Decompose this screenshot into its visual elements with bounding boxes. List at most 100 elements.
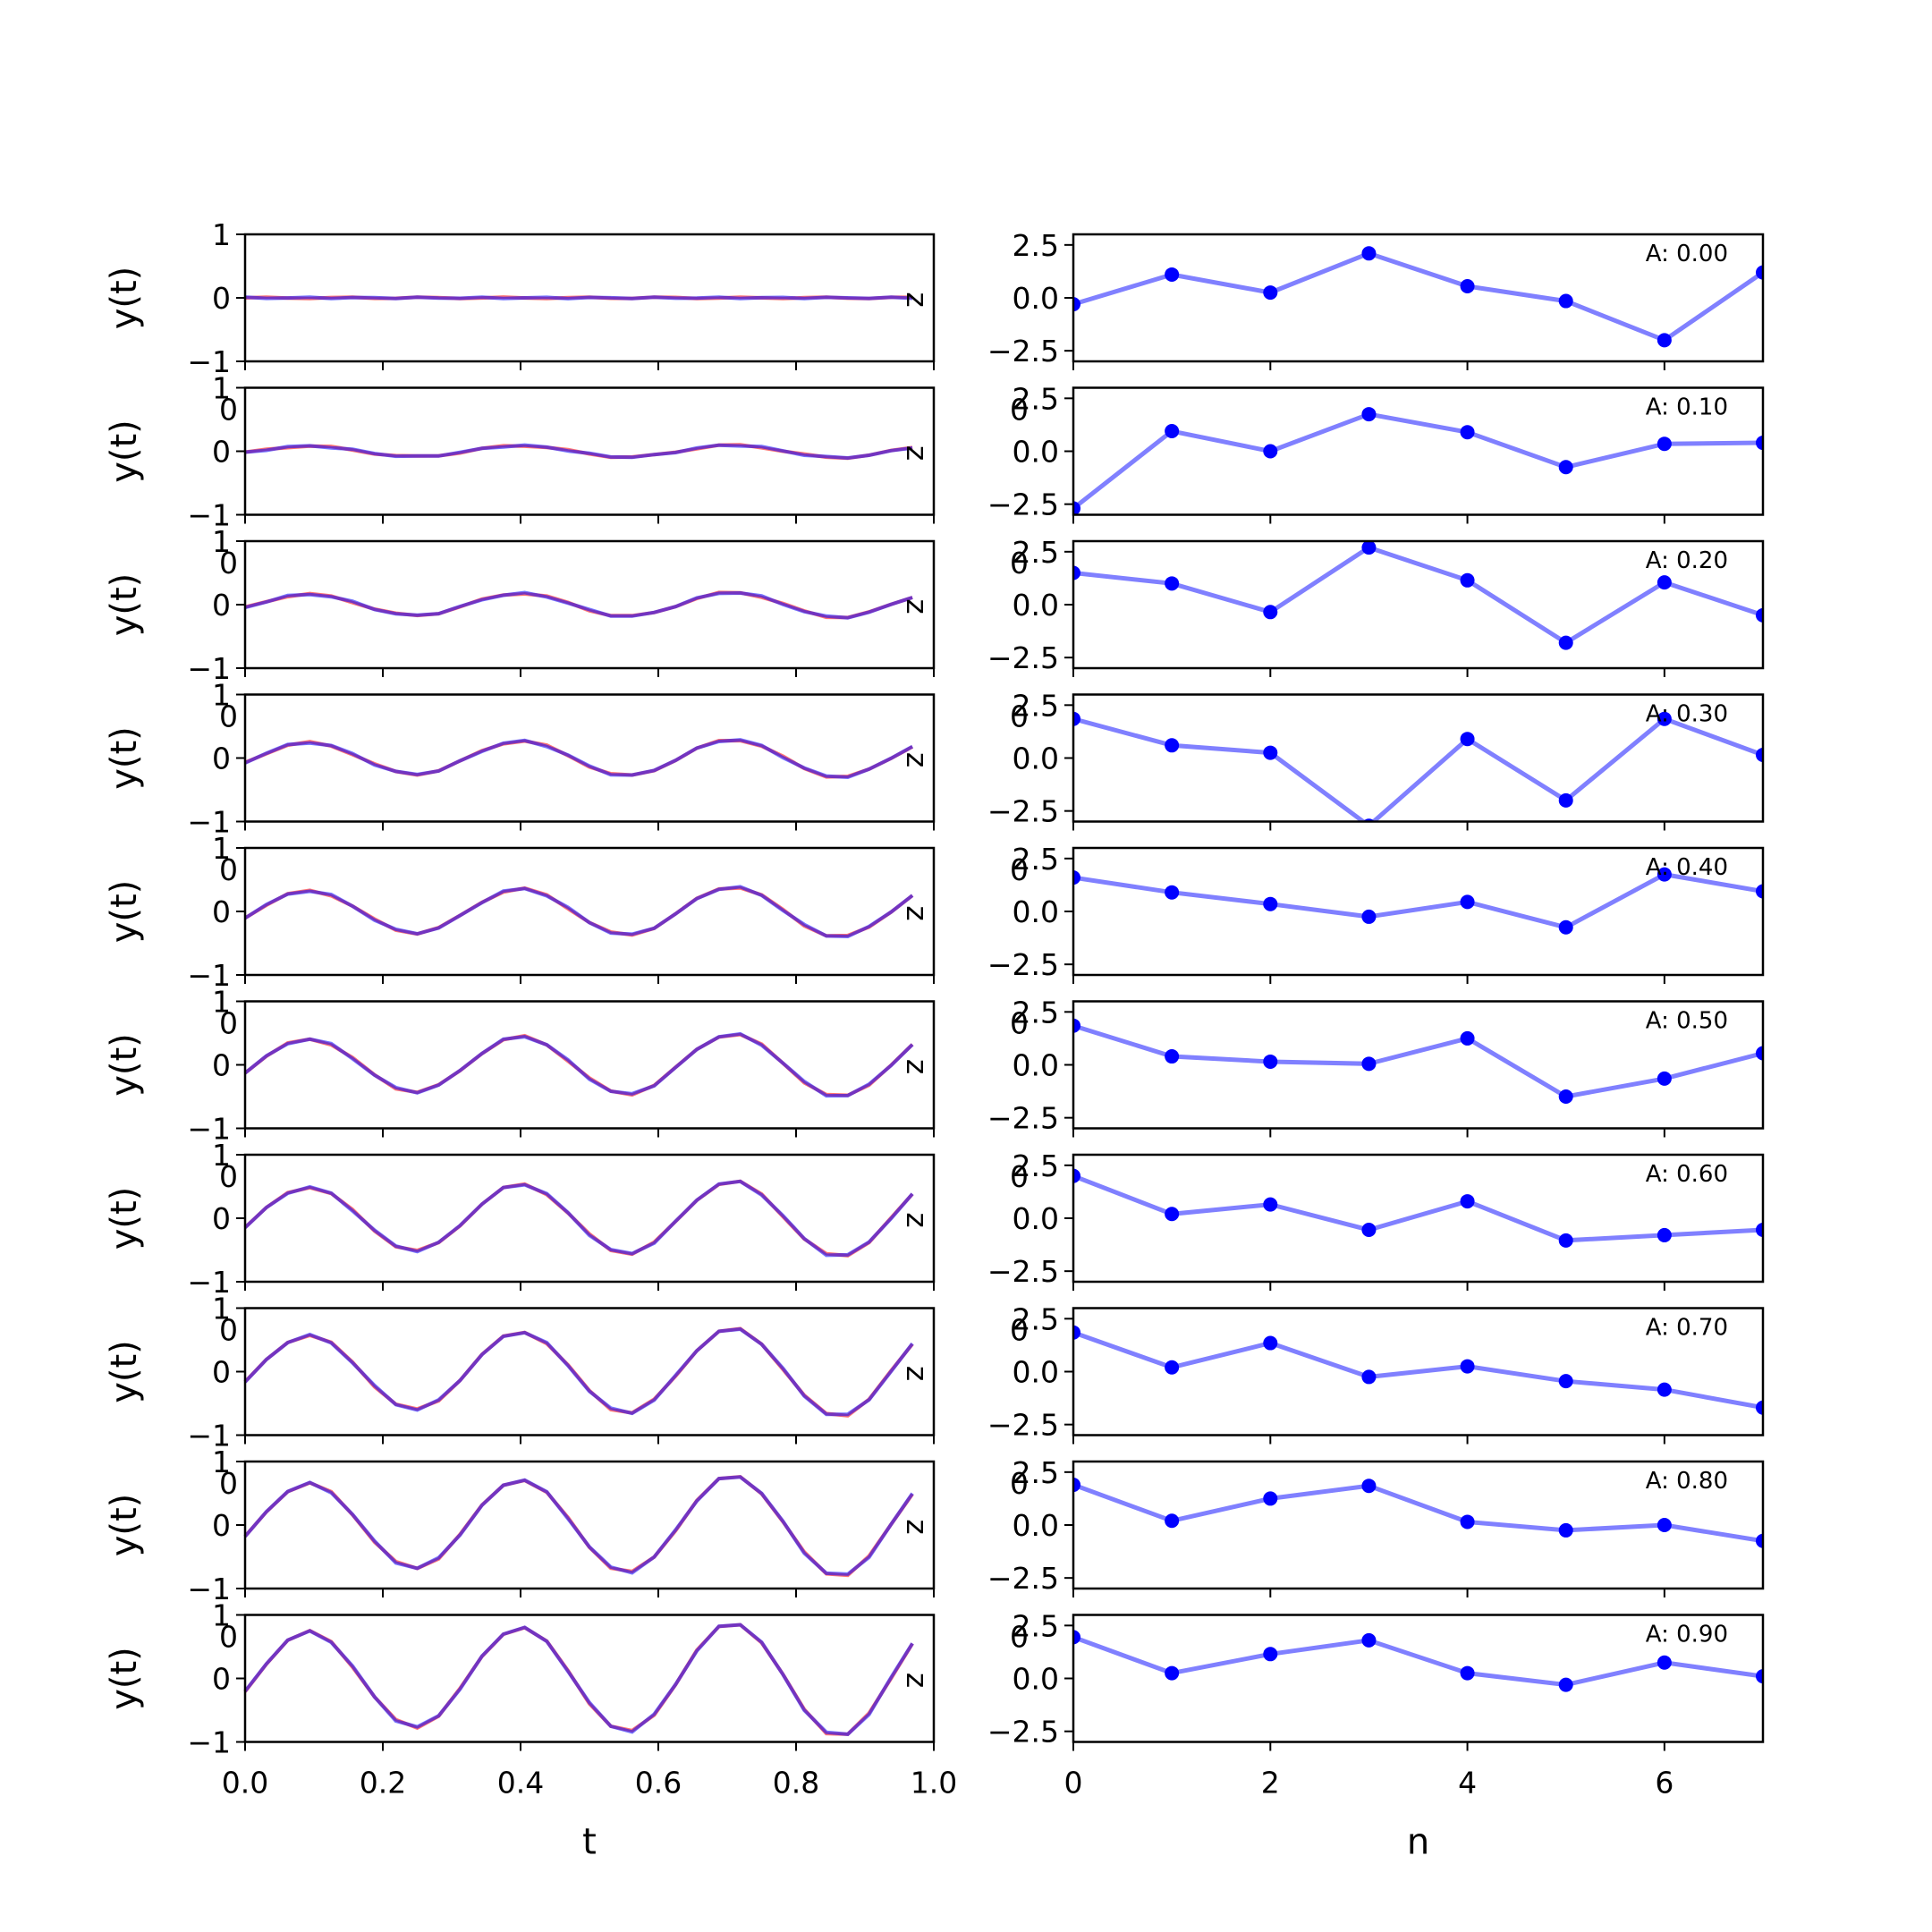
y-axis-title: y(t) (104, 573, 145, 637)
stem-point (1165, 1360, 1180, 1375)
glitch-z-label: z (900, 1519, 935, 1534)
x-tick-label: 0.2 (360, 1766, 406, 1801)
stem-point (1657, 1071, 1672, 1086)
stem-point (1558, 1089, 1573, 1104)
x-tick-label: 4 (1458, 1766, 1477, 1801)
stem-point (1657, 436, 1672, 452)
stem-point (1558, 1522, 1573, 1538)
y-tick-label: 1 (212, 524, 231, 559)
stem-point (1756, 1400, 1763, 1415)
stem-point (1073, 1630, 1080, 1645)
y-axis-title: y(t) (104, 1340, 145, 1403)
y-axis-title: y(t) (104, 267, 145, 330)
stem-point (1361, 1223, 1377, 1238)
stray-tick-mid: 0 (1010, 699, 1029, 734)
glitch-z-label: z (900, 752, 935, 767)
y-tick-label: 1 (212, 831, 231, 866)
y-tick-label: 0.0 (1013, 435, 1059, 470)
stem-point (1361, 1632, 1377, 1648)
stray-tick-mid: 0 (1010, 1006, 1029, 1041)
stem-group (1073, 1168, 1763, 1248)
x-tick-label: 0.8 (773, 1766, 819, 1801)
stem-point (1361, 1479, 1377, 1494)
y-tick-label: 0.0 (1013, 741, 1059, 776)
stem-point (1263, 896, 1278, 911)
stray-tick-left: 0 (219, 1159, 238, 1194)
series-blue-line (243, 1031, 914, 1098)
stray-tick-left: 0 (219, 699, 238, 734)
stem-point (1657, 1227, 1672, 1242)
x-tick-label: 0 (1064, 1766, 1083, 1801)
y-tick-label: 0 (212, 588, 231, 623)
y-tick-label: −2.5 (987, 947, 1059, 982)
x-tick-label: 0.4 (497, 1766, 544, 1801)
stem-line (1073, 716, 1763, 822)
stem-point (1460, 1514, 1475, 1530)
y-tick-label: 0 (212, 1508, 231, 1543)
stray-tick-left: 0 (219, 1620, 238, 1655)
y-tick-label: 1 (212, 1445, 231, 1479)
stem-point (1073, 297, 1080, 312)
x-axis-title-n: n (1407, 1822, 1429, 1863)
left-panel-frame (243, 1614, 936, 1743)
y-tick-label: −1 (187, 1419, 231, 1453)
y-tick-label: −2.5 (987, 640, 1059, 675)
y-tick-label: −1 (187, 651, 231, 686)
amplitude-label: A: 0.50 (1646, 1008, 1728, 1035)
stem-point (1756, 436, 1763, 451)
amplitude-label: A: 0.10 (1646, 394, 1728, 421)
y-tick-label: −1 (187, 344, 231, 379)
amplitude-label: A: 0.90 (1646, 1622, 1728, 1648)
stem-point (1165, 1513, 1180, 1529)
y-tick-label: 0.0 (1013, 588, 1059, 623)
y-tick-label: −1 (187, 805, 231, 840)
stem-point (1073, 1018, 1080, 1033)
amplitude-label: A: 0.30 (1646, 701, 1728, 728)
y-tick-label: −1 (187, 498, 231, 533)
stem-point (1657, 711, 1672, 726)
glitch-z-label: z (900, 1366, 935, 1381)
x-tick-label: 6 (1655, 1766, 1674, 1801)
stem-point (1657, 867, 1672, 882)
series-blue-line (243, 1475, 914, 1576)
stem-point (1361, 246, 1377, 261)
stem-point (1263, 444, 1278, 459)
y-tick-label: 2.5 (1013, 1455, 1059, 1490)
glitch-z-label: z (900, 1212, 935, 1227)
x-tick-label: 2 (1261, 1766, 1280, 1801)
y-tick-label: 0 (212, 281, 231, 316)
stem-line (1073, 1174, 1763, 1243)
stem-point (1263, 605, 1278, 620)
stray-tick-left: 0 (219, 393, 238, 428)
y-tick-label: 1 (212, 985, 231, 1020)
left-panel-frame (243, 693, 936, 823)
stem-point (1558, 1677, 1573, 1692)
x-tick-label: 1.0 (911, 1766, 957, 1801)
glitch-z-label: z (900, 905, 935, 920)
y-tick-label: 0.0 (1013, 1048, 1059, 1083)
stem-point (1263, 1647, 1278, 1662)
stem-point (1756, 1669, 1763, 1684)
stem-point (1165, 1207, 1180, 1222)
stem-point (1657, 1655, 1672, 1670)
y-tick-label: 1 (212, 371, 231, 406)
y-tick-label: 0.0 (1013, 1355, 1059, 1390)
series-blue-line (244, 295, 913, 301)
stem-point (1657, 1382, 1672, 1397)
stem-point (1756, 265, 1763, 280)
stem-point (1263, 1197, 1278, 1212)
stem-point (1460, 425, 1475, 440)
stem-line (1073, 545, 1763, 646)
stem-point (1165, 1049, 1180, 1064)
y-axis-title: y(t) (104, 880, 145, 944)
stem-point (1756, 884, 1763, 899)
stem-point (1756, 1533, 1763, 1548)
y-tick-label: 1 (212, 678, 231, 713)
stray-tick-mid: 0 (1010, 852, 1029, 887)
stem-group (1073, 1018, 1763, 1104)
y-tick-label: 2.5 (1013, 688, 1059, 723)
y-tick-label: 2.5 (1013, 1301, 1059, 1336)
stem-point (1657, 1518, 1672, 1532)
stem-line (1073, 411, 1763, 511)
y-tick-label: 0 (212, 1662, 231, 1697)
